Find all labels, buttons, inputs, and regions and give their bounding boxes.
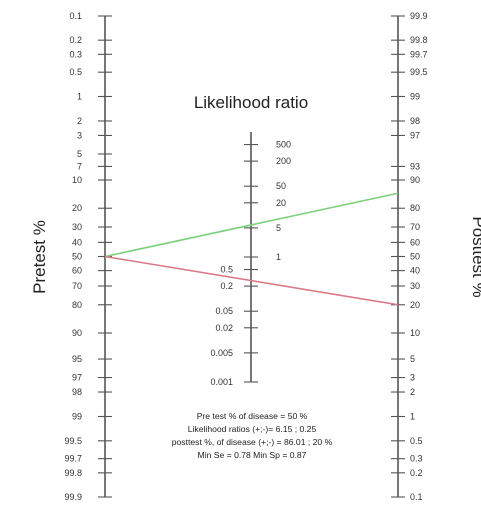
posttest-tick-label: 99.5 — [410, 67, 428, 77]
posttest-axis: 99.999.899.799.5999897939080706050403020… — [391, 11, 428, 502]
summary-line-pretest: Pre test % of disease = 50 % — [197, 411, 308, 421]
likelihood-tick-label: 1 — [276, 252, 281, 262]
pretest-axis: 0.1 0.2 0.3 0.5 1 2 3 5 7 10 20 30 40 50 60 70 80 90 95 97 9… — [64, 11, 112, 502]
likelihood-tick-label: 0.005 — [210, 348, 233, 358]
pretest-tick-label: 99.8 — [64, 468, 82, 478]
pretest-tick-label: 40 — [72, 237, 82, 247]
pretest-tick-label: 97 — [72, 373, 82, 383]
likelihood-tick-label: 0.05 — [215, 306, 233, 316]
posttest-tick-label: 80 — [410, 203, 420, 213]
pretest-tick-label: 1 — [77, 91, 82, 101]
pretest-tick-label: 7 — [77, 161, 82, 171]
likelihood-tick-label: 0.02 — [215, 323, 233, 333]
summary-line-posttest: posttest %, of disease (+;-) = 86.01 ; 2… — [172, 437, 333, 447]
pretest-tick-label: 2 — [77, 116, 82, 126]
pretest-tick-label: 99.7 — [64, 454, 82, 464]
posttest-tick-label: 10 — [410, 328, 420, 338]
likelihood-tick-label: 500 — [276, 140, 291, 150]
pretest-tick-label: 0.3 — [69, 49, 82, 59]
pretest-tick-label: 60 — [72, 266, 82, 276]
negative-result-line — [104, 255, 399, 306]
likelihood-tick-label: 0.5 — [220, 265, 233, 275]
posttest-tick-label: 70 — [410, 222, 420, 232]
posttest-tick-label: 99 — [410, 91, 420, 101]
pretest-tick-label: 99.5 — [64, 436, 82, 446]
posttest-tick-label: 0.5 — [410, 436, 423, 446]
posttest-tick-label: 90 — [410, 175, 420, 185]
summary-line-likelihood: Likelihood ratios (+;-)= 6.15 ; 0.25 — [188, 424, 317, 434]
pretest-tick-label: 0.2 — [69, 35, 82, 45]
pretest-tick-label: 10 — [72, 175, 82, 185]
likelihood-tick-label: 50 — [276, 181, 286, 191]
likelihood-tick-label: 0.2 — [220, 281, 233, 291]
posttest-tick-label: 97 — [410, 130, 420, 140]
pretest-tick-label: 95 — [72, 354, 82, 364]
chart-title: Likelihood ratio — [194, 93, 308, 112]
pretest-tick-label: 0.1 — [69, 11, 82, 21]
pretest-tick-label: 70 — [72, 281, 82, 291]
pretest-tick-label: 5 — [77, 149, 82, 159]
likelihood-tick-label: 20 — [276, 198, 286, 208]
posttest-tick-label: 60 — [410, 237, 420, 247]
pretest-tick-label: 98 — [72, 387, 82, 397]
posttest-tick-label: 99.8 — [410, 35, 428, 45]
posttest-tick-label: 93 — [410, 161, 420, 171]
posttest-axis-title: Posttest % — [469, 216, 481, 297]
posttest-tick-label: 50 — [410, 252, 420, 262]
posttest-tick-label: 3 — [410, 373, 415, 383]
pretest-tick-label: 20 — [72, 203, 82, 213]
pretest-tick-label: 90 — [72, 328, 82, 338]
posttest-tick-label: 40 — [410, 266, 420, 276]
posttest-tick-label: 0.2 — [410, 468, 423, 478]
posttest-tick-label: 5 — [410, 354, 415, 364]
pretest-axis-title: Pretest % — [30, 220, 49, 294]
likelihood-ratio-axis: 500 200 50 20 5 1 0.5 0.2 0.05 0.02 0.005 0.001 — [210, 132, 291, 387]
posttest-tick-label: 99.7 — [410, 49, 428, 59]
pretest-tick-label: 0.5 — [69, 67, 82, 77]
posttest-tick-label: 98 — [410, 116, 420, 126]
likelihood-tick-label: 200 — [276, 156, 291, 166]
posttest-tick-label: 20 — [410, 300, 420, 310]
likelihood-tick-label: 0.001 — [210, 377, 233, 387]
posttest-tick-label: 99.9 — [410, 11, 428, 21]
pretest-tick-label: 99 — [72, 412, 82, 422]
result-lines — [104, 192, 399, 306]
likelihood-tick-label: 5 — [276, 223, 281, 233]
posttest-tick-label: 0.3 — [410, 454, 423, 464]
posttest-tick-label: 2 — [410, 387, 415, 397]
summary-box: Pre test % of disease = 50 % Likelihood … — [172, 411, 333, 460]
pretest-tick-label: 99.9 — [64, 492, 82, 502]
pretest-tick-label: 3 — [77, 130, 82, 140]
posttest-tick-label: 1 — [410, 412, 415, 422]
posttest-tick-label: 0.1 — [410, 492, 423, 502]
summary-line-min-se-sp: Min Se = 0.78 Min Sp = 0.87 — [198, 450, 307, 460]
positive-result-line — [104, 192, 399, 258]
posttest-tick-label: 30 — [410, 281, 420, 291]
pretest-tick-label: 80 — [72, 300, 82, 310]
pretest-tick-label: 50 — [72, 252, 82, 262]
pretest-tick-label: 30 — [72, 222, 82, 232]
